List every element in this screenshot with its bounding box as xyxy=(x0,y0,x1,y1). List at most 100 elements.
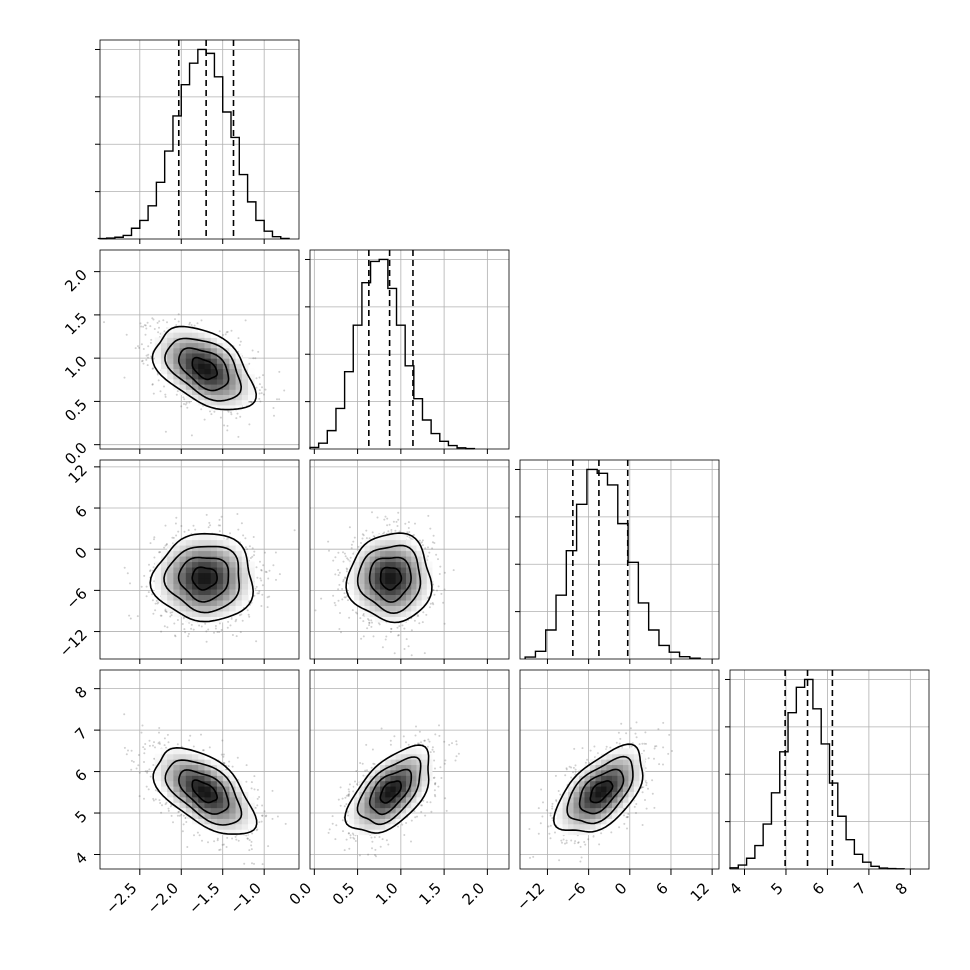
density-cell xyxy=(216,337,224,344)
sample-point xyxy=(372,635,375,638)
density-cell xyxy=(390,550,397,557)
sample-point xyxy=(383,518,386,521)
sample-point xyxy=(268,569,271,572)
density-cell xyxy=(374,539,381,546)
sample-point xyxy=(149,570,151,573)
density-cell xyxy=(198,594,205,601)
sample-point xyxy=(164,393,167,396)
density-cell xyxy=(204,389,212,395)
sample-point xyxy=(125,333,128,336)
density-cell xyxy=(359,567,366,574)
sample-point xyxy=(432,589,435,591)
sample-point xyxy=(370,625,373,628)
density-cell xyxy=(229,561,237,568)
density-cell xyxy=(385,599,391,606)
density-cell xyxy=(235,358,243,364)
density-cell xyxy=(179,594,187,601)
sample-point xyxy=(255,566,258,569)
density-cell xyxy=(192,327,199,333)
sample-point xyxy=(244,319,247,322)
density-cell xyxy=(204,342,212,349)
density-cell xyxy=(374,616,381,623)
density-cell xyxy=(204,378,212,385)
density-cell xyxy=(411,556,417,563)
density-cell xyxy=(348,572,355,579)
density-cell xyxy=(210,572,218,579)
density-cell xyxy=(185,599,193,606)
sample-point xyxy=(182,396,185,399)
sample-point xyxy=(283,389,286,392)
density-cell xyxy=(185,389,193,395)
sample-point xyxy=(314,609,317,612)
sample-point xyxy=(343,552,346,555)
histogram-step-line xyxy=(729,678,905,870)
sample-point xyxy=(153,328,156,330)
sample-point xyxy=(166,626,169,629)
density-cell xyxy=(210,358,218,364)
density-cell xyxy=(216,545,224,552)
density-cell xyxy=(173,347,181,354)
density-cell xyxy=(421,589,428,595)
sample-point xyxy=(253,550,256,553)
density-cell xyxy=(374,594,381,601)
density-cell xyxy=(223,605,230,612)
density-cell xyxy=(348,567,355,574)
sample-point xyxy=(258,590,261,593)
density-cell xyxy=(390,572,397,579)
sample-point xyxy=(404,522,407,525)
contour-line xyxy=(191,356,218,381)
sample-point xyxy=(384,515,387,518)
density-cell xyxy=(235,378,243,385)
density-cell xyxy=(173,561,181,568)
panel-background xyxy=(520,460,719,659)
density-cell xyxy=(369,556,376,563)
sample-point xyxy=(163,385,165,388)
sample-point xyxy=(239,340,242,343)
density-cell xyxy=(421,578,428,585)
sample-point xyxy=(262,374,264,377)
sample-point xyxy=(341,588,344,590)
sample-point xyxy=(347,599,349,602)
sample-point xyxy=(414,522,416,525)
density-cell xyxy=(385,567,391,574)
sample-point xyxy=(164,609,167,612)
density-cell xyxy=(185,368,193,375)
density-cell xyxy=(160,550,168,557)
sample-point xyxy=(142,325,145,328)
density-cell xyxy=(374,589,381,595)
sample-point xyxy=(196,322,199,325)
density-cell xyxy=(179,589,187,595)
panel-frame xyxy=(729,669,930,870)
sample-point xyxy=(405,638,408,641)
sample-point xyxy=(190,434,193,437)
density-cell xyxy=(390,605,397,612)
density-cell xyxy=(229,352,237,359)
density-cell xyxy=(192,389,199,395)
sample-point xyxy=(236,412,239,415)
sample-point xyxy=(144,333,147,336)
density-cell xyxy=(198,534,205,541)
sample-point xyxy=(190,324,193,326)
density-cell xyxy=(173,368,181,375)
sample-point xyxy=(407,645,410,648)
density-cell xyxy=(179,373,187,380)
sample-point xyxy=(406,531,409,534)
density-cell xyxy=(179,556,187,563)
contour-line xyxy=(164,337,243,402)
density-cell xyxy=(400,567,407,574)
sample-point xyxy=(183,398,186,401)
density-cell xyxy=(173,594,181,601)
density-cell xyxy=(369,578,376,585)
sample-point xyxy=(384,638,387,641)
sample-point xyxy=(145,358,148,361)
sample-point xyxy=(149,341,152,344)
sample-point xyxy=(154,609,157,612)
density-cell xyxy=(160,583,168,590)
density-cell xyxy=(179,378,187,385)
density-cell xyxy=(354,599,360,606)
sample-point xyxy=(152,764,155,766)
density-cell xyxy=(173,567,181,574)
density-cell xyxy=(400,616,407,623)
sample-point xyxy=(349,556,352,559)
sample-point xyxy=(362,534,365,537)
